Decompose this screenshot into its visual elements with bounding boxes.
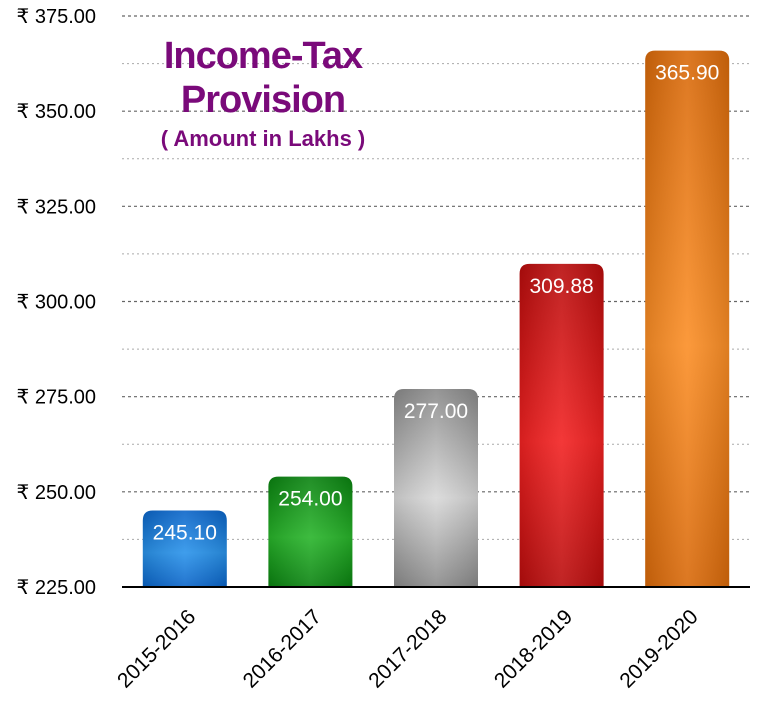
y-tick-label: ₹ 300.00 [17,292,96,314]
x-tick-label: 2016-2017 [239,605,326,692]
y-tick-label: ₹ 225.00 [17,577,96,599]
y-tick-label: ₹ 325.00 [17,196,96,218]
bars: 245.10 254.00 277.00 309.88 365.90 [142,50,730,587]
x-tick-label: 2018-2019 [490,605,577,692]
bar-group: 254.00 [268,476,353,587]
chart-subtitle: ( Amount in Lakhs ) [160,126,366,151]
chart-title-line-1: Income-Tax [163,35,363,77]
bar-group: 365.90 [645,50,730,587]
bar-value-label: 309.88 [529,275,593,298]
y-tick-label: ₹ 250.00 [17,482,96,504]
x-tick-label: 2015-2016 [113,605,200,692]
chart-title-block: Income-Tax Provision ( Amount in Lakhs ) [118,34,408,154]
chart-title-line-2: Provision [180,79,346,121]
bar-sheen [394,389,478,587]
bar-sheen [268,476,353,587]
bar-group: 309.88 [519,263,604,587]
y-tick-label: ₹ 350.00 [17,101,96,123]
x-tick-label: 2017-2018 [364,605,451,692]
bar-sheen [142,510,227,587]
bar-value-label: 254.00 [278,488,342,511]
bar-group: 277.00 [394,389,478,587]
bar-value-label: 277.00 [404,400,468,423]
bar-value-label: 365.90 [655,62,719,85]
y-tick-label: ₹ 375.00 [17,6,96,28]
y-tick-label: ₹ 275.00 [17,387,96,409]
bar-sheen [519,263,604,587]
bar-group: 245.10 [142,510,227,587]
bar-value-label: 245.10 [153,521,217,544]
bar-sheen [645,50,730,587]
x-tick-label: 2019-2020 [615,605,702,692]
